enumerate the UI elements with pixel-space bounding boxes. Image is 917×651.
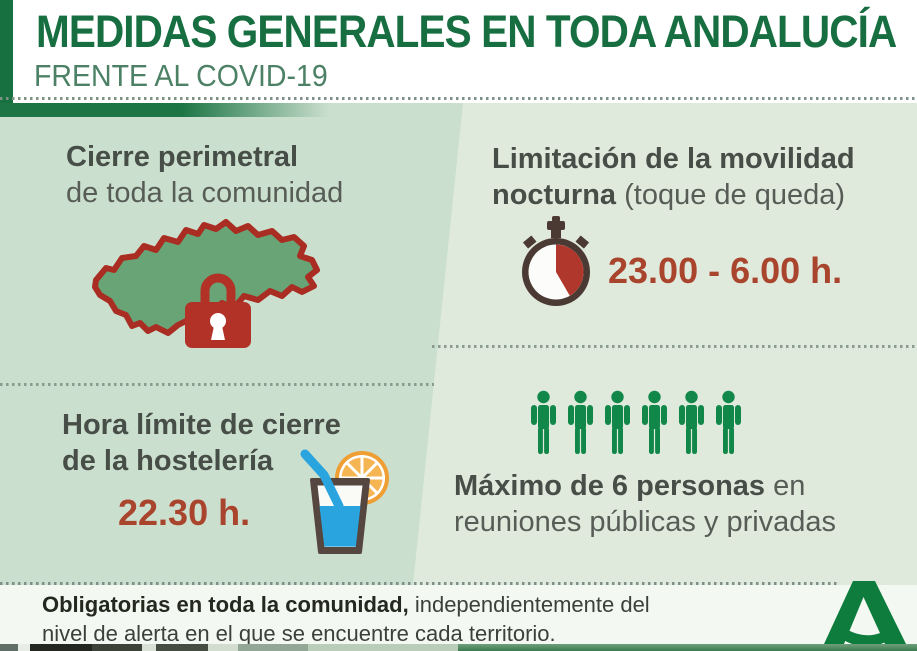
person-icon xyxy=(605,390,630,454)
curfew-title-line2-bold: nocturna xyxy=(492,179,617,211)
poster-title: MEDIDAS GENERALES EN TODA ANDALUCÍA xyxy=(36,6,897,57)
footer xyxy=(0,585,917,644)
curfew-title-line2-rest: (toque de queda) xyxy=(616,179,846,211)
perimeter-title-rest: de toda la comunidad xyxy=(66,177,344,209)
gatherings-text-bold: Máximo de 6 personas xyxy=(454,470,766,502)
gatherings-text-rest: en xyxy=(765,470,806,502)
strip-segment xyxy=(308,644,458,651)
footer-text-line2: nivel de alerta en el que se encuentre c… xyxy=(42,621,556,646)
strip-segment xyxy=(142,644,156,651)
strip-segment xyxy=(92,644,142,651)
header-divider-dotted xyxy=(0,97,917,100)
footer-text-rest: independientemente del xyxy=(408,592,650,617)
footer-divider-dotted xyxy=(0,582,840,585)
curfew-title: Limitación de la movilidad nocturna (toq… xyxy=(492,141,855,213)
padlock-icon xyxy=(185,273,251,348)
footer-text-bold: Obligatorias en toda la comunidad, xyxy=(42,592,409,617)
perimeter-title: Cierre perimetral de toda la comunidad xyxy=(66,139,343,211)
strip-segment xyxy=(0,644,18,651)
footer-text: Obligatorias en toda la comunidad, indep… xyxy=(42,590,650,648)
person-icon xyxy=(642,390,667,454)
gatherings-text: Máximo de 6 personas en reuniones públic… xyxy=(454,468,836,540)
strip-segment xyxy=(18,644,30,651)
hosteleria-title: Hora límite de cierre de la hostelería xyxy=(62,407,341,479)
person-icon xyxy=(568,390,593,454)
content-background xyxy=(0,103,917,585)
perimeter-title-bold: Cierre perimetral xyxy=(66,141,299,173)
hosteleria-time: 22.30 h. xyxy=(118,492,251,533)
stopwatch-icon xyxy=(522,216,590,306)
hosteleria-title-line1: Hora límite de cierre xyxy=(62,409,341,441)
strip-segment-green xyxy=(458,644,917,651)
content-background-right xyxy=(413,103,917,585)
person-icon xyxy=(716,390,741,454)
drink-glass-icon xyxy=(300,449,389,554)
poster-subtitle: FRENTE AL COVID-19 xyxy=(34,58,328,93)
divider-left-dotted xyxy=(0,383,434,386)
strip-segment xyxy=(30,644,92,651)
bottom-strip xyxy=(0,644,917,651)
junta-de-andalucia-logo xyxy=(824,581,906,644)
header-green-band xyxy=(0,103,330,117)
person-icon xyxy=(679,390,704,454)
curfew-title-line1: Limitación de la movilidad xyxy=(492,143,855,175)
hosteleria-title-line2: de la hostelería xyxy=(62,445,274,477)
person-icon xyxy=(531,390,556,454)
gatherings-text-line2: reuniones públicas y privadas xyxy=(454,506,837,538)
andalucia-map-icon xyxy=(92,219,320,336)
divider-right-dotted xyxy=(432,345,917,348)
curfew-time: 23.00 - 6.00 h. xyxy=(608,250,843,291)
header-left-accent-bar xyxy=(0,0,13,103)
strip-segment xyxy=(156,644,208,651)
person-icons xyxy=(528,390,744,454)
strip-segment xyxy=(208,644,238,651)
strip-segment xyxy=(238,644,308,651)
